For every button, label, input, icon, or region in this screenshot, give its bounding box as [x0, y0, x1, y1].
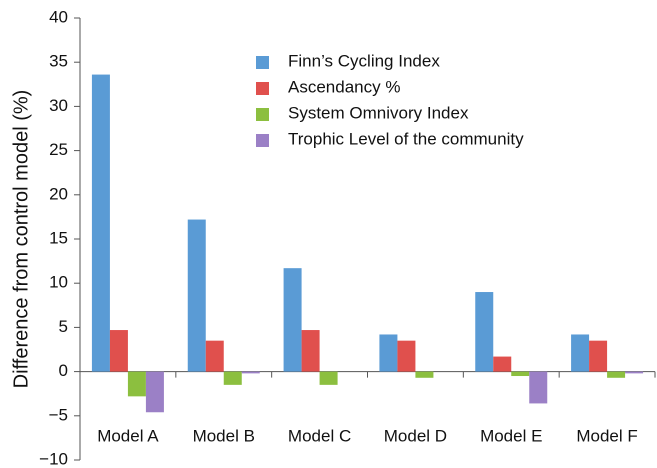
bar [319, 371, 338, 385]
bar [379, 334, 398, 372]
bar [625, 371, 644, 374]
x-tick-label: Model D [384, 426, 447, 445]
bar [301, 330, 320, 372]
y-tick-label: 10 [49, 273, 68, 292]
x-tick-label: Model C [288, 426, 351, 445]
y-tick-label: 25 [49, 140, 68, 159]
bar [511, 371, 530, 377]
bar [187, 219, 206, 372]
bar [223, 371, 242, 385]
bar [475, 292, 494, 372]
bar [589, 340, 608, 372]
bar [529, 371, 548, 404]
x-tick-label: Model A [97, 426, 159, 445]
x-tick-label: Model E [480, 426, 542, 445]
bar [397, 340, 416, 372]
bar [415, 371, 434, 378]
bar [493, 356, 512, 372]
legend-label: Ascendancy % [288, 77, 400, 96]
y-axis-label: Difference from control model (%) [10, 90, 32, 389]
x-tick-label: Model F [576, 426, 637, 445]
y-tick-label: 15 [49, 228, 68, 247]
y-tick-label: 40 [49, 7, 68, 26]
y-tick-label: 35 [49, 52, 68, 71]
bar [241, 371, 260, 374]
bar [91, 74, 110, 372]
y-tick-label: 0 [59, 361, 68, 380]
legend-label: Trophic Level of the community [288, 129, 524, 148]
legend-swatch [256, 134, 269, 147]
legend-swatch [256, 108, 269, 121]
legend-swatch [256, 56, 269, 69]
bar [127, 371, 146, 397]
bar [571, 334, 590, 372]
bar [607, 371, 626, 378]
legend-label: Finn’s Cycling Index [288, 51, 440, 70]
legend-swatch [256, 82, 269, 95]
legend-label: System Omnivory Index [288, 103, 469, 122]
bar [109, 330, 128, 372]
y-tick-label: −5 [49, 405, 68, 424]
bar [205, 340, 224, 372]
x-tick-label: Model B [193, 426, 255, 445]
bar [145, 371, 164, 413]
y-tick-label: 20 [49, 184, 68, 203]
y-tick-label: 30 [49, 96, 68, 115]
bar [283, 268, 302, 372]
y-tick-label: 5 [59, 317, 68, 336]
y-tick-label: −10 [39, 449, 68, 468]
